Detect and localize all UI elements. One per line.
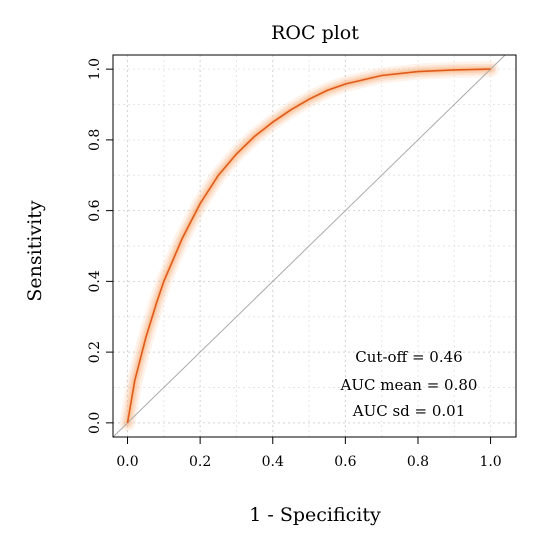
x-axis-label: 1 - Specificity — [249, 504, 381, 526]
chart-title: ROC plot — [271, 22, 359, 44]
annotation-auc-mean: AUC mean = 0.80 — [340, 376, 478, 394]
y-tick-label: 0.4 — [87, 270, 103, 292]
y-tick-label: 0.2 — [87, 341, 103, 363]
annotation-cutoff: Cut-off = 0.46 — [355, 348, 462, 366]
roc-curve — [126, 68, 491, 424]
diagonal-reference-line — [112, 54, 506, 438]
y-tick-label: 0.8 — [87, 129, 103, 151]
y-axis-label: Sensitivity — [24, 200, 46, 301]
plot-frame — [112, 54, 517, 438]
annotation-auc-sd: AUC sd = 0.01 — [352, 402, 466, 420]
x-tick-label: 0.2 — [189, 454, 211, 470]
x-tick-label: 0.0 — [116, 454, 138, 470]
y-tick-label: 1.0 — [87, 58, 103, 80]
x-axis: 0.0 0.2 0.4 0.6 0.8 1.0 — [116, 437, 502, 470]
x-tick-label: 0.4 — [262, 454, 284, 470]
y-axis: 0.0 0.2 0.4 0.6 0.8 1.0 — [87, 58, 113, 434]
y-tick-label: 0.6 — [87, 199, 103, 221]
x-tick-label: 0.8 — [407, 454, 429, 470]
annotations: Cut-off = 0.46 AUC mean = 0.80 AUC sd = … — [340, 348, 478, 420]
x-tick-label: 1.0 — [479, 454, 501, 470]
x-tick-label: 0.6 — [334, 454, 356, 470]
y-tick-label: 0.0 — [87, 412, 103, 434]
